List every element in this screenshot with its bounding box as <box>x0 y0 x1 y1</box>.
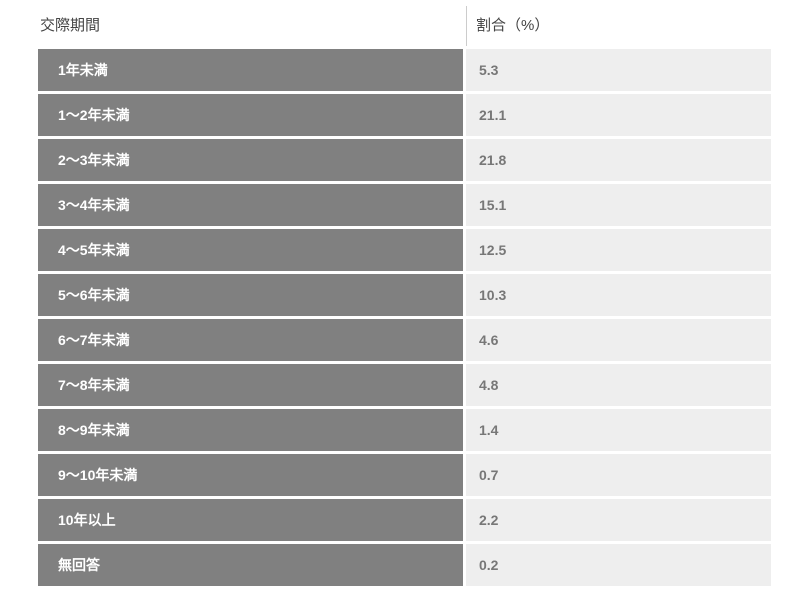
table-row: 1年未満 5.3 <box>38 49 771 91</box>
period-cell: 1年未満 <box>38 49 463 91</box>
percentage-cell: 12.5 <box>466 229 771 271</box>
percentage-cell: 10.3 <box>466 274 771 316</box>
table-row: 3〜4年未満 15.1 <box>38 184 771 226</box>
dating-period-table: 交際期間 割合（%） 1年未満 5.3 1〜2年未満 21.1 2〜3年未満 21.8 3〜… <box>38 6 771 586</box>
table-row: 10年以上 2.2 <box>38 499 771 541</box>
table-row: 6〜7年未満 4.6 <box>38 319 771 361</box>
table-body: 1年未満 5.3 1〜2年未満 21.1 2〜3年未満 21.8 3〜4年未満 15.1 4〜5… <box>38 49 771 586</box>
percentage-cell: 4.8 <box>466 364 771 406</box>
period-cell: 4〜5年未満 <box>38 229 463 271</box>
percentage-cell: 0.2 <box>466 544 771 586</box>
period-cell: 6〜7年未満 <box>38 319 463 361</box>
percentage-cell: 0.7 <box>466 454 771 496</box>
table-row: 2〜3年未満 21.8 <box>38 139 771 181</box>
period-cell: 1〜2年未満 <box>38 94 463 136</box>
period-cell: 7〜8年未満 <box>38 364 463 406</box>
table-row: 無回答 0.2 <box>38 544 771 586</box>
percentage-cell: 21.8 <box>466 139 771 181</box>
percentage-cell: 15.1 <box>466 184 771 226</box>
column-header-percentage: 割合（%） <box>466 6 771 46</box>
percentage-cell: 2.2 <box>466 499 771 541</box>
percentage-cell: 4.6 <box>466 319 771 361</box>
period-cell: 8〜9年未満 <box>38 409 463 451</box>
period-cell: 5〜6年未満 <box>38 274 463 316</box>
table-row: 5〜6年未満 10.3 <box>38 274 771 316</box>
period-cell: 無回答 <box>38 544 463 586</box>
table-row: 8〜9年未満 1.4 <box>38 409 771 451</box>
table-header-row: 交際期間 割合（%） <box>38 6 771 46</box>
period-cell: 3〜4年未満 <box>38 184 463 226</box>
period-cell: 9〜10年未満 <box>38 454 463 496</box>
percentage-cell: 1.4 <box>466 409 771 451</box>
percentage-cell: 5.3 <box>466 49 771 91</box>
period-cell: 10年以上 <box>38 499 463 541</box>
table-row: 7〜8年未満 4.8 <box>38 364 771 406</box>
table-row: 4〜5年未満 12.5 <box>38 229 771 271</box>
percentage-cell: 21.1 <box>466 94 771 136</box>
column-header-period: 交際期間 <box>40 17 101 34</box>
table-row: 1〜2年未満 21.1 <box>38 94 771 136</box>
table-row: 9〜10年未満 0.7 <box>38 454 771 496</box>
period-cell: 2〜3年未満 <box>38 139 463 181</box>
